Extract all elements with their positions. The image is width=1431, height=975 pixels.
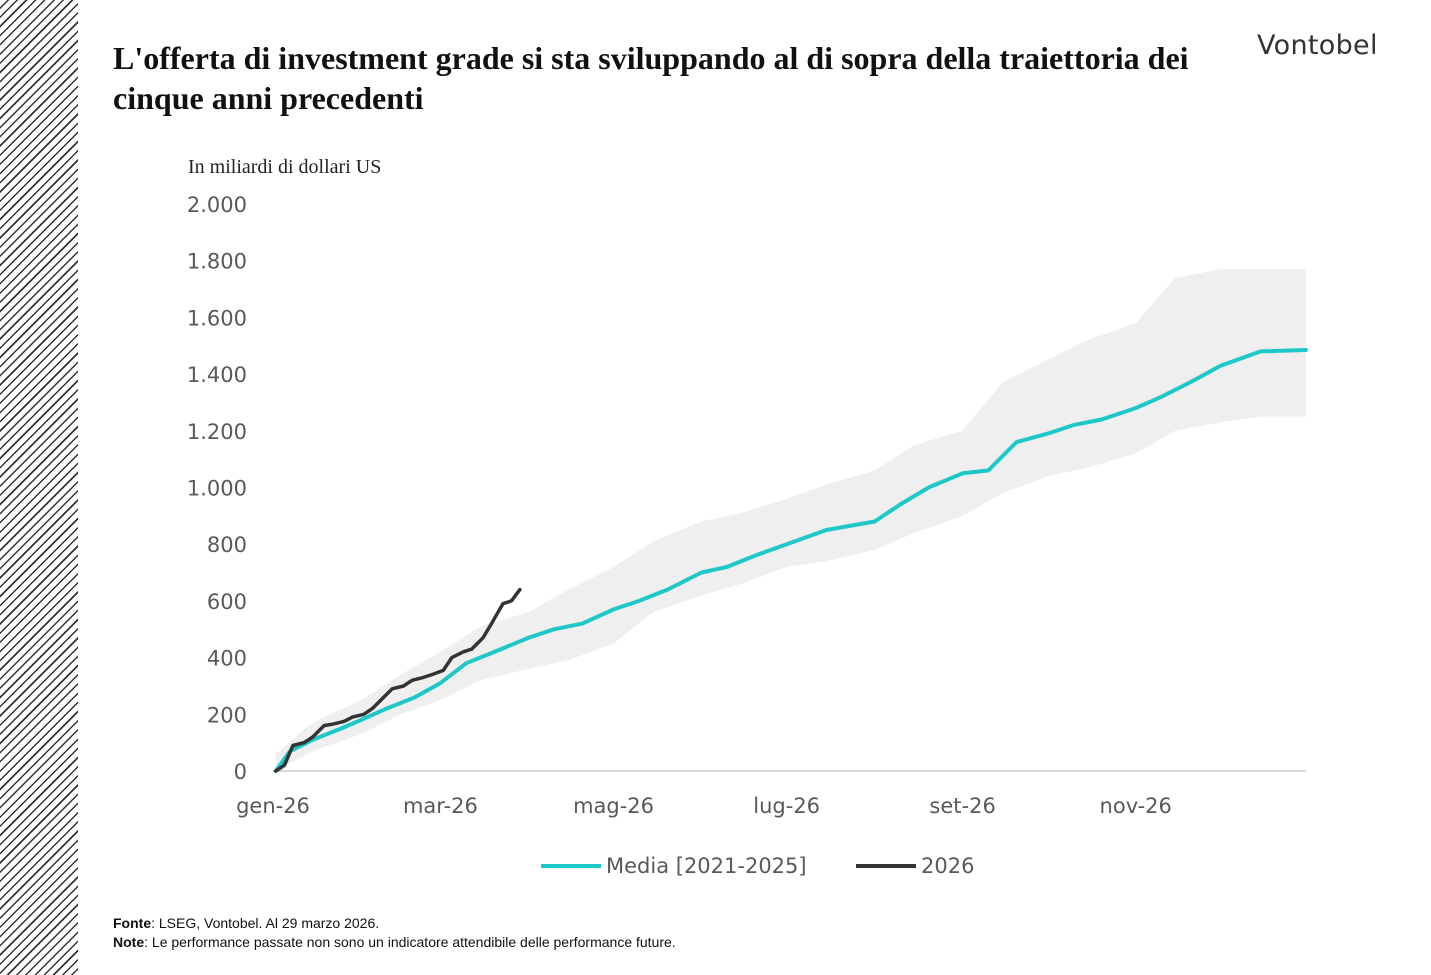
source-text: : LSEG, Vontobel. Al 29 marzo 2026.	[151, 915, 380, 931]
source-label: Fonte	[113, 915, 152, 931]
y-tick-label: 1.200	[187, 420, 247, 444]
y-tick-label: 400	[207, 647, 247, 671]
y-tick-label: 600	[207, 590, 247, 614]
y-tick-label: 1.600	[187, 306, 247, 330]
y-tick-label: 1.400	[187, 363, 247, 387]
source-line: Fonte: LSEG, Vontobel. Al 29 marzo 2026.	[113, 914, 676, 933]
vontobel-logo: Vontobel	[1257, 30, 1378, 61]
y-tick-label: 1.000	[187, 477, 247, 501]
note-text: : Le performance passate non sono un ind…	[144, 934, 676, 950]
y-tick-label: 1.800	[187, 250, 247, 274]
x-tick-label: mar-26	[403, 794, 478, 818]
series-line-current-year	[274, 587, 522, 773]
y-tick-label: 0	[234, 760, 247, 784]
y-tick-label: 200	[207, 703, 247, 727]
range-band-layer	[275, 269, 1306, 771]
y-tick-label: 800	[207, 533, 247, 557]
legend-label: Media [2021-2025]	[606, 854, 807, 878]
x-tick-label: set-26	[929, 794, 995, 818]
hatched-side-bar	[0, 0, 78, 975]
legend-label: 2026	[921, 854, 974, 878]
footer: Fonte: LSEG, Vontobel. Al 29 marzo 2026.…	[113, 914, 676, 952]
note-line: Note: Le performance passate non sono un…	[113, 933, 676, 952]
series-line-media	[273, 348, 1308, 773]
y-axis-ticks: 0 200 400 600 800 1.000 1.200 1.400 1.600 1.800 2.…	[187, 193, 247, 784]
y-axis-unit-label: In miliardi di dollari US	[188, 156, 382, 178]
y-tick-label: 2.000	[187, 193, 247, 217]
range-band	[275, 269, 1306, 771]
x-tick-label: gen-26	[236, 794, 310, 818]
page-title: L'offerta di investment grade si sta svi…	[113, 40, 1189, 116]
note-label: Note	[113, 934, 145, 950]
series-layer	[273, 348, 1308, 773]
chart-legend: Media [2021-2025] 2026	[541, 854, 974, 878]
x-tick-label: nov-26	[1100, 794, 1172, 818]
x-tick-label: mag-26	[573, 794, 654, 818]
x-tick-label: lug-26	[753, 794, 820, 818]
x-axis-ticks: gen-26 mar-26 mag-26 lug-26 set-26 nov-26	[236, 794, 1172, 818]
